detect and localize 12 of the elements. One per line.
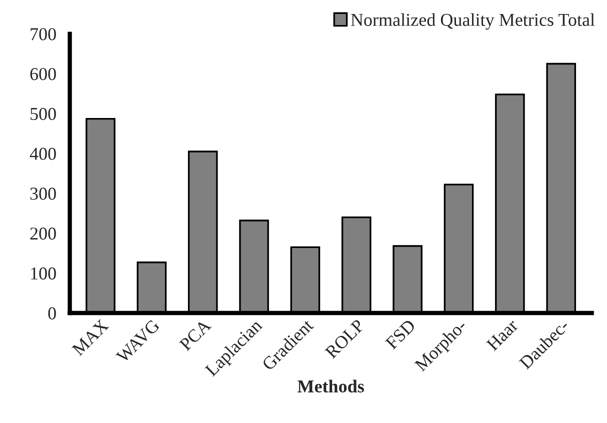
y-tick-label: 100 xyxy=(31,267,56,280)
legend-label: Normalized Quality Metrics Total xyxy=(350,13,595,30)
y-tick-label: 300 xyxy=(30,188,56,200)
x-tick-label: Haar xyxy=(486,318,519,352)
y-tick-label: 0 xyxy=(48,307,56,320)
x-tick-label: FSD xyxy=(384,318,416,350)
y-tick-label: 200 xyxy=(30,228,56,240)
x-axis-title: Methods xyxy=(298,380,364,392)
y-tick-label: 600 xyxy=(30,68,56,80)
y-tick-label: 500 xyxy=(30,108,56,120)
y-tick-label: 400 xyxy=(30,148,56,160)
y-tick-label: 700 xyxy=(30,28,56,40)
